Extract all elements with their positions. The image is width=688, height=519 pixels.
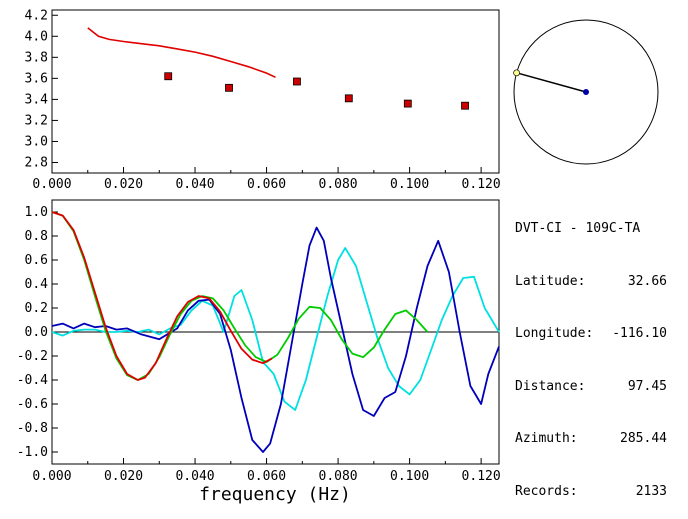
- longitude-label: Longitude:: [515, 326, 594, 341]
- x-axis-label: frequency (Hz): [199, 484, 351, 505]
- records-label: Records:: [515, 483, 578, 499]
- correlation-y-tick-label: -0.4: [17, 373, 48, 388]
- correlation-y-tick-label: 0.6: [25, 253, 48, 268]
- dispersion-x-tick-label: 0.120: [462, 177, 501, 192]
- dispersion-x-tick-label: 0.080: [319, 177, 358, 192]
- latitude-label: Latitude:: [515, 273, 586, 289]
- dispersion-x-tick-label: 0.020: [104, 177, 143, 192]
- correlation-y-ticks: 1.0 0.8 0.6 0.4 0.2 0.0 -0.2 -0.4 -0.6 -0.8 -1.0: [17, 205, 58, 460]
- correlation-line-cyan: [51, 247, 500, 411]
- longitude-value: -116.10: [612, 326, 667, 341]
- dispersion-point: [403, 99, 412, 108]
- dispersion-y-tick-label: 2.8: [25, 155, 48, 170]
- correlation-series: [51, 211, 500, 453]
- correlation-x-tick-label: 0.060: [247, 469, 286, 484]
- correlation-x-tick-label: 0.120: [462, 469, 501, 484]
- correlation-line-blue: [51, 226, 500, 453]
- correlation-x-tick-label: 0.100: [390, 469, 429, 484]
- dispersion-point: [225, 83, 233, 92]
- correlation-y-tick-label: -0.6: [17, 397, 48, 412]
- dispersion-y-tick-label: 3.0: [25, 134, 48, 149]
- dispersion-y-tick-label: 4.0: [25, 29, 48, 44]
- dispersion-x-tick-label: 0.100: [390, 177, 429, 192]
- dispersion-point: [164, 72, 173, 81]
- azimuth-row: Azimuth: 285.44: [515, 430, 667, 448]
- station-title: DVT-CI - 109C-TA: [515, 221, 641, 236]
- station-dot: [513, 69, 520, 77]
- dispersion-y-tick-label: 3.8: [25, 50, 48, 65]
- dispersion-y-tick-label: 3.2: [25, 113, 48, 128]
- correlation-x-tick-label: 0.040: [175, 469, 214, 484]
- azimuth-circle: [513, 19, 659, 165]
- dispersion-point: [461, 101, 469, 110]
- dispersion-point: [293, 77, 301, 86]
- azimuth-path-line: [516, 72, 587, 93]
- correlation-x-tick-label: 0.080: [319, 469, 358, 484]
- dispersion-y-tick-label: 4.2: [25, 8, 48, 23]
- dispersion-y-ticks: 2.8 3.0 3.2 3.4 3.6 3.8 4.0 4.2: [25, 8, 58, 170]
- correlation-x-tick-label: 0.020: [104, 469, 143, 484]
- distance-label: Distance:: [515, 378, 586, 394]
- correlation-y-tick-label: 1.0: [25, 205, 48, 220]
- correlation-y-tick-label: -1.0: [17, 445, 48, 460]
- azimuth-label: Azimuth:: [515, 431, 578, 446]
- correlation-y-tick-label: 0.0: [25, 325, 48, 340]
- distance-row: Distance: 97.45: [515, 378, 667, 396]
- records-value: 2133: [635, 483, 667, 499]
- correlation-line-red: [51, 211, 273, 381]
- dispersion-x-tick-label: 0.040: [175, 177, 214, 192]
- dispersion-plot-frame: [51, 9, 500, 174]
- correlation-x-ticks: 0.000 0.020 0.040 0.060 0.080 0.100 0.120: [32, 458, 501, 484]
- dispersion-y-tick-label: 3.4: [25, 92, 49, 107]
- latitude-value: 32.66: [627, 273, 667, 289]
- correlation-y-tick-label: 0.8: [25, 229, 48, 244]
- station-info: DVT-CI - 109C-TA Latitude: 32.66 Longitud…: [515, 185, 667, 518]
- longitude-row: Longitude: -116.10: [515, 325, 667, 343]
- dispersion-y-tick-label: 3.6: [25, 71, 48, 86]
- correlation-x-tick-label: 0.000: [32, 469, 71, 484]
- dispersion-panel: 0.000 0.020 0.040 0.060 0.080 0.100 0.120 2.8 3…: [25, 8, 501, 192]
- correlation-y-tick-label: -0.8: [17, 421, 48, 436]
- dispersion-x-ticks: 0.000 0.020 0.040 0.060 0.080 0.100 0.120: [32, 167, 501, 192]
- correlation-y-tick-label: 0.2: [25, 301, 48, 316]
- correlation-y-tick-label: 0.4: [25, 277, 49, 292]
- correlation-y-tick-label: -0.2: [17, 349, 48, 364]
- dispersion-x-tick-label: 0.000: [32, 177, 71, 192]
- azimuth-map: [513, 19, 659, 165]
- latitude-row: Latitude: 32.66: [515, 273, 667, 291]
- event-center-dot: [583, 89, 589, 95]
- correlation-panel: 0.000 0.020 0.040 0.060 0.080 0.100 0.120 1.0 0…: [17, 199, 501, 505]
- dispersion-x-tick-label: 0.060: [247, 177, 286, 192]
- correlation-line-green: [51, 211, 429, 381]
- dispersion-point: [344, 94, 353, 103]
- azimuth-value: 285.44: [620, 431, 667, 446]
- records-row: Records: 2133: [515, 483, 667, 501]
- dispersion-marks: [87, 27, 469, 110]
- distance-value: 97.45: [627, 378, 667, 394]
- dispersion-curve: [87, 27, 276, 79]
